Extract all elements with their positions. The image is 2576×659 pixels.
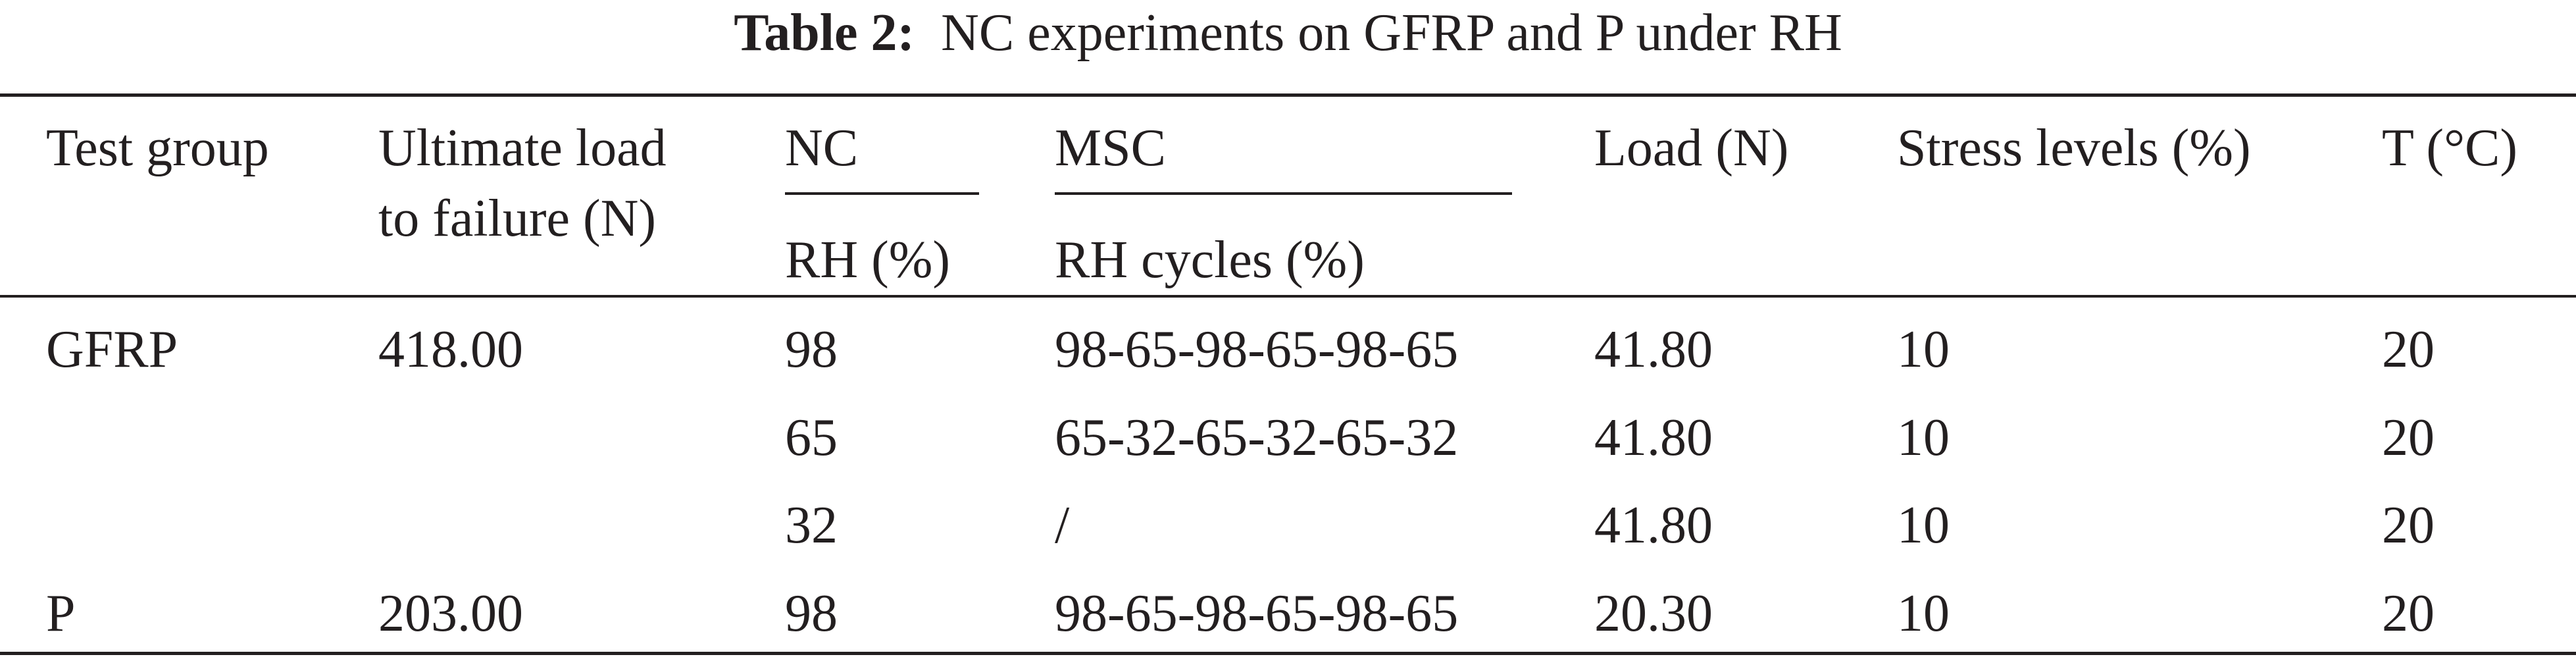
table-cell: / <box>1055 496 1070 554</box>
table-cell: 41.80 <box>1594 496 1713 554</box>
header-load: Load (N) <box>1594 119 1789 177</box>
table-cell: 41.80 <box>1594 321 1713 379</box>
table-caption-text: NC experiments on GFRP and P under RH <box>941 4 1842 62</box>
header-nc-rh: RH (%) <box>785 231 951 289</box>
table-cell: 65-32-65-32-65-32 <box>1055 409 1459 467</box>
table-cell: GFRP <box>46 321 178 379</box>
table-header-rule <box>0 295 2576 298</box>
header-test-group: Test group <box>46 119 269 177</box>
header-ultimate-load-line2: to failure (N) <box>378 190 657 248</box>
table-cell: 20.30 <box>1594 585 1713 643</box>
table-cell: 10 <box>1897 585 1950 643</box>
header-msc-rh-cycles: RH cycles (%) <box>1055 231 1365 289</box>
header-msc: MSC <box>1055 119 1166 177</box>
table-cell: 98-65-98-65-98-65 <box>1055 321 1459 379</box>
table-bottom-rule <box>0 652 2576 655</box>
table-cell: 32 <box>785 496 838 554</box>
table-cell: 65 <box>785 409 838 467</box>
msc-subheader-rule <box>1055 192 1512 195</box>
table-cell: 418.00 <box>378 321 523 379</box>
table-caption-label: Table 2: <box>734 4 915 62</box>
table-cell: 20 <box>2382 585 2435 643</box>
nc-subheader-rule <box>785 192 979 195</box>
table-cell: 10 <box>1897 496 1950 554</box>
table-top-rule <box>0 93 2576 97</box>
table-cell: 203.00 <box>378 585 523 643</box>
table-cell: P <box>46 585 76 643</box>
table-cell: 20 <box>2382 321 2435 379</box>
table-cell: 98 <box>785 585 838 643</box>
table-cell: 10 <box>1897 321 1950 379</box>
table-cell: 41.80 <box>1594 409 1713 467</box>
header-ultimate-load-line1: Ultimate load <box>378 119 667 177</box>
header-nc: NC <box>785 119 859 177</box>
table-cell: 98 <box>785 321 838 379</box>
table-cell: 20 <box>2382 496 2435 554</box>
table-cell: 10 <box>1897 409 1950 467</box>
header-stress-levels: Stress levels (%) <box>1897 119 2251 177</box>
table-caption: Table 2: NC experiments on GFRP and P un… <box>0 0 2576 66</box>
header-temperature: T (°C) <box>2382 119 2518 177</box>
table-cell: 20 <box>2382 409 2435 467</box>
table-cell: 98-65-98-65-98-65 <box>1055 585 1459 643</box>
